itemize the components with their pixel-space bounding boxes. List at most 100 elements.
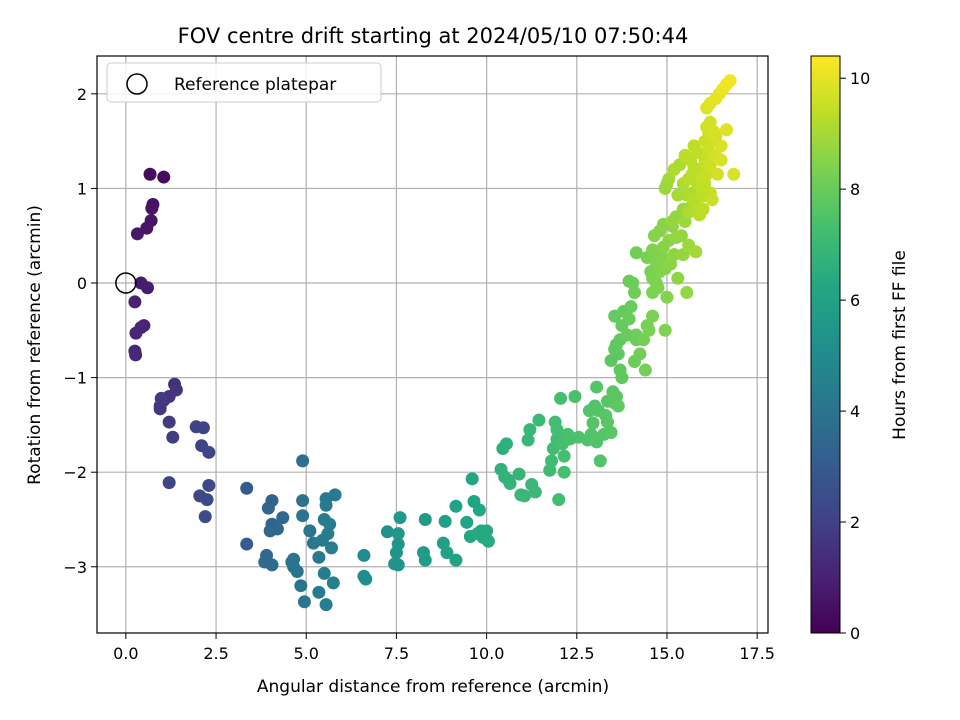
data-point-120 (557, 465, 571, 479)
data-point-47 (287, 552, 301, 566)
x-tick-label-3: 7.5 (384, 644, 409, 663)
data-point-77 (391, 558, 405, 572)
data-point-105 (521, 433, 535, 447)
data-point-78 (418, 512, 432, 526)
data-point-22 (162, 415, 176, 429)
plot-frame (96, 55, 769, 634)
data-point-252 (665, 215, 679, 229)
data-point-1 (157, 170, 171, 184)
data-point-165 (638, 363, 652, 377)
data-point-163 (633, 347, 647, 361)
data-point-29 (202, 478, 216, 492)
data-point-201 (689, 245, 703, 259)
data-point-246 (723, 74, 737, 88)
data-point-68 (357, 548, 371, 562)
data-point-237 (714, 139, 728, 153)
data-point-159 (628, 285, 642, 299)
data-point-164 (637, 333, 651, 347)
data-point-156 (624, 300, 638, 314)
data-point-65 (319, 492, 333, 506)
data-point-58 (319, 598, 333, 612)
data-point-198 (680, 285, 694, 299)
legend-label: Reference platepar (174, 75, 336, 95)
data-point-39 (276, 511, 290, 525)
colorbar-frame (810, 55, 841, 634)
colorbar-tick-label-0: 0 (850, 624, 860, 643)
colorbar-tick-label-3: 6 (850, 291, 860, 310)
data-point-27 (202, 445, 216, 459)
legend-circle-icon (126, 73, 148, 95)
data-point-249 (671, 188, 685, 202)
data-point-46 (290, 565, 304, 579)
data-point-51 (296, 509, 310, 523)
reference-platepar-marker (115, 272, 137, 294)
data-point-106 (523, 423, 537, 437)
data-point-76 (393, 511, 407, 525)
data-point-86 (460, 515, 474, 529)
x-tick-label-7: 17.5 (739, 644, 775, 663)
data-point-34 (240, 537, 254, 551)
colorbar-ticks: 0 2 4 6 8 10 (840, 69, 870, 643)
data-point-97 (499, 437, 513, 451)
data-point-62 (324, 541, 338, 555)
data-point-55 (312, 550, 326, 564)
data-point-43 (263, 524, 277, 538)
data-point-119 (557, 449, 571, 463)
y-axis-ticks: −3 −2 −1 0 1 2 (63, 85, 97, 577)
colorbar-tick-label-2: 4 (850, 402, 860, 421)
data-point-31 (200, 493, 214, 507)
data-point-57 (317, 566, 331, 580)
data-point-33 (240, 481, 254, 495)
data-point-83 (438, 514, 452, 528)
data-point-82 (440, 546, 454, 560)
data-point-6 (130, 227, 144, 241)
data-point-66 (315, 533, 329, 547)
data-point-238 (720, 123, 734, 137)
data-point-3 (145, 201, 159, 215)
data-point-177 (646, 243, 660, 257)
y-tick-label-1: −2 (63, 463, 87, 482)
data-point-84 (449, 553, 463, 567)
data-point-52 (296, 454, 310, 468)
grid (97, 56, 768, 633)
data-point-145 (615, 371, 629, 385)
data-point-21 (153, 402, 167, 416)
colorbar (811, 56, 840, 633)
data-point-213 (696, 202, 710, 216)
y-axis-label: Rotation from reference (arcmin) (25, 205, 45, 485)
data-point-253 (705, 193, 719, 207)
data-point-196 (676, 248, 690, 262)
x-tick-label-2: 5.0 (294, 644, 319, 663)
data-point-104 (517, 489, 531, 503)
data-point-9 (128, 295, 142, 309)
data-point-102 (512, 467, 526, 481)
data-point-101 (501, 473, 515, 487)
data-point-116 (554, 391, 568, 405)
data-point-25 (196, 421, 210, 435)
data-point-256 (687, 161, 701, 175)
data-point-88 (465, 472, 479, 486)
data-point-168 (642, 323, 656, 337)
data-point-32 (198, 510, 212, 524)
data-point-194 (674, 229, 688, 243)
data-point-74 (391, 537, 405, 551)
data-point-236 (714, 153, 728, 167)
data-point-70 (359, 572, 373, 586)
data-point-12 (129, 326, 143, 340)
legend: Reference platepar (106, 62, 382, 103)
colorbar-tick-label-1: 2 (850, 513, 860, 532)
data-point-48 (294, 579, 308, 593)
x-tick-label-5: 12.5 (559, 644, 595, 663)
reference-marker-group (115, 272, 137, 294)
data-point-155 (622, 312, 636, 326)
data-point-255 (709, 129, 723, 143)
data-point-169 (646, 309, 660, 323)
data-point-134 (593, 454, 607, 468)
colorbar-label: Hours from first FF file (890, 250, 910, 440)
data-point-64 (326, 576, 340, 590)
data-point-8 (141, 281, 155, 295)
data-point-123 (568, 390, 582, 404)
data-point-49 (297, 595, 311, 609)
